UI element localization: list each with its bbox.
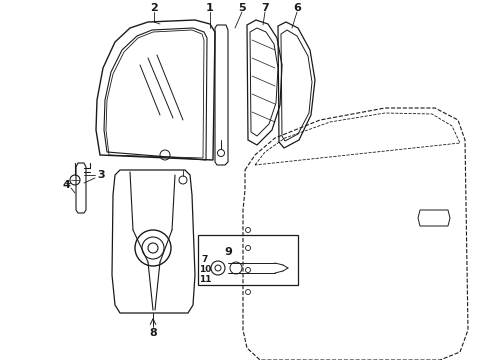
Text: 7: 7 <box>261 3 269 13</box>
Text: 4: 4 <box>62 180 70 190</box>
Text: 9: 9 <box>224 247 232 257</box>
Text: 2: 2 <box>150 3 158 13</box>
Text: 10: 10 <box>199 266 211 274</box>
Text: 5: 5 <box>238 3 246 13</box>
Text: 3: 3 <box>97 170 105 180</box>
Text: 11: 11 <box>199 275 211 284</box>
Text: 1: 1 <box>206 3 214 13</box>
Text: 6: 6 <box>293 3 301 13</box>
Text: 7: 7 <box>202 256 208 265</box>
Bar <box>198 235 298 285</box>
Text: 8: 8 <box>149 328 157 338</box>
